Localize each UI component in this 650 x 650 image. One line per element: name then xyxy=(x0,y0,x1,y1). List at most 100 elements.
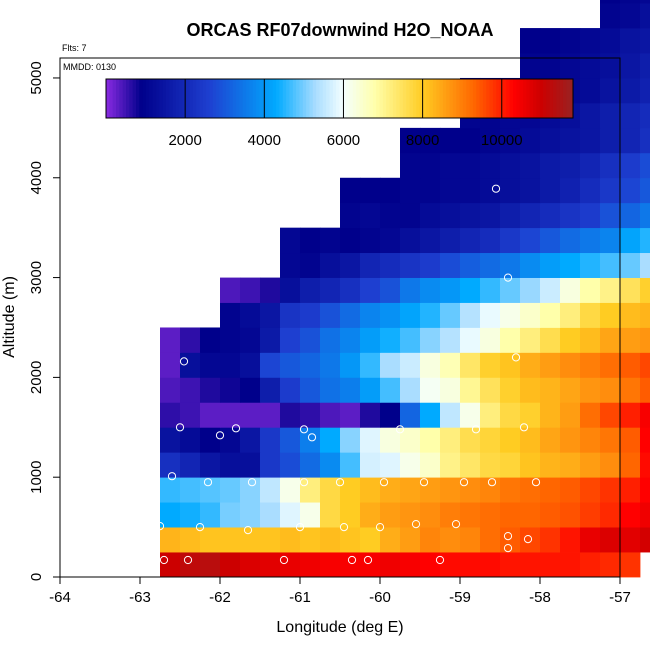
colorbar-frame xyxy=(105,78,574,119)
heatmap-cell xyxy=(580,502,601,528)
sample-point xyxy=(375,523,385,532)
heatmap-cell xyxy=(500,502,521,528)
y-tick-label: 0 xyxy=(28,573,45,581)
heatmap-cell xyxy=(180,452,201,478)
heatmap-cell xyxy=(420,527,441,553)
heatmap-cell xyxy=(620,227,641,254)
heatmap-cell xyxy=(520,527,541,553)
colorbar-segment xyxy=(206,79,210,118)
heatmap-cell xyxy=(620,327,641,353)
colorbar-segment xyxy=(559,79,564,118)
heatmap-cell xyxy=(280,377,301,403)
heatmap-cell xyxy=(460,177,481,204)
heatmap-cell xyxy=(620,277,641,303)
heatmap-cell xyxy=(260,527,281,553)
heatmap-cell xyxy=(220,502,241,528)
sample-point xyxy=(167,472,177,481)
heatmap-cell xyxy=(560,177,581,204)
heatmap-cell xyxy=(540,352,561,378)
sample-point xyxy=(195,523,205,532)
heatmap-cell xyxy=(500,202,521,229)
heatmap-cell xyxy=(300,252,321,278)
colorbar-segment xyxy=(232,79,237,118)
sample-point xyxy=(299,425,309,434)
heatmap-cell xyxy=(220,327,241,353)
heatmap-cell xyxy=(620,252,641,278)
heatmap-cell xyxy=(580,302,601,328)
colorbar-segment xyxy=(236,79,240,118)
heatmap-cell xyxy=(540,202,561,229)
heatmap-cell xyxy=(560,53,581,79)
heatmap-cell xyxy=(640,102,650,129)
heatmap-cell xyxy=(340,177,361,204)
heatmap-cell xyxy=(620,0,641,4)
colorbar-segment xyxy=(179,79,184,118)
heatmap-cell xyxy=(640,3,650,29)
heatmap-cell xyxy=(400,277,421,303)
heatmap-cell xyxy=(460,227,481,254)
heatmap-cell xyxy=(360,327,381,353)
heatmap-cell xyxy=(400,127,421,154)
heatmap-cell xyxy=(540,177,561,204)
heatmap-cell xyxy=(460,402,481,428)
heatmap-cell xyxy=(480,202,501,229)
heatmap-cell xyxy=(480,352,501,378)
heatmap-cell xyxy=(500,402,521,428)
heatmap-cell xyxy=(640,452,650,478)
sample-point xyxy=(379,478,389,487)
heatmap-cell xyxy=(400,352,421,378)
heatmap-cell xyxy=(320,302,341,328)
heatmap-cell xyxy=(420,327,441,353)
heatmap-cell xyxy=(540,477,561,503)
heatmap-cell xyxy=(560,202,581,229)
colorbar-segment xyxy=(532,79,537,118)
colorbar-segment xyxy=(176,79,180,118)
heatmap-cell xyxy=(440,277,461,303)
sample-point xyxy=(179,357,189,366)
heatmap-cell xyxy=(580,127,601,154)
sample-point xyxy=(451,520,461,529)
colorbar-segment xyxy=(212,79,217,118)
sample-point xyxy=(419,478,429,487)
heatmap-cell xyxy=(340,352,361,378)
heatmap-cell xyxy=(480,452,501,478)
heatmap-cell xyxy=(320,252,341,278)
heatmap-cell xyxy=(460,427,481,453)
sample-point xyxy=(519,423,529,432)
heatmap-cell xyxy=(360,452,381,478)
heatmap-cell xyxy=(300,552,321,578)
colorbar-segment xyxy=(279,79,284,118)
sample-point xyxy=(395,425,405,434)
heatmap-cell xyxy=(160,527,181,553)
heatmap-cell xyxy=(500,527,521,553)
colorbar-segment xyxy=(169,79,174,118)
colorbar-segment xyxy=(472,79,477,118)
heatmap-cell xyxy=(580,277,601,303)
colorbar-segment xyxy=(309,79,314,118)
heatmap-cell xyxy=(280,327,301,353)
heatmap-cell xyxy=(540,427,561,453)
heatmap-cell xyxy=(220,552,241,578)
heatmap-cell xyxy=(640,177,650,204)
heatmap-cell xyxy=(180,477,201,503)
heatmap-cell xyxy=(400,452,421,478)
heatmap-cell xyxy=(260,277,281,303)
heatmap-cell xyxy=(560,227,581,254)
colorbar-segment xyxy=(496,79,501,118)
heatmap-cell xyxy=(640,227,650,254)
heatmap-cell xyxy=(160,502,181,528)
heatmap-cell xyxy=(540,53,561,79)
heatmap-cell xyxy=(360,477,381,503)
heatmap-cell xyxy=(340,402,361,428)
heatmap-cell xyxy=(520,227,541,254)
heatmap-cell xyxy=(500,227,521,254)
heatmap-cell xyxy=(620,352,641,378)
heatmap-cell xyxy=(640,252,650,278)
heatmap-cell xyxy=(160,327,181,353)
x-tick-label: -63 xyxy=(129,589,151,606)
heatmap-cell xyxy=(600,302,621,328)
heatmap-cell xyxy=(180,527,201,553)
heatmap-cell xyxy=(600,502,621,528)
colorbar-segment xyxy=(519,79,524,118)
heatmap-cell xyxy=(360,527,381,553)
